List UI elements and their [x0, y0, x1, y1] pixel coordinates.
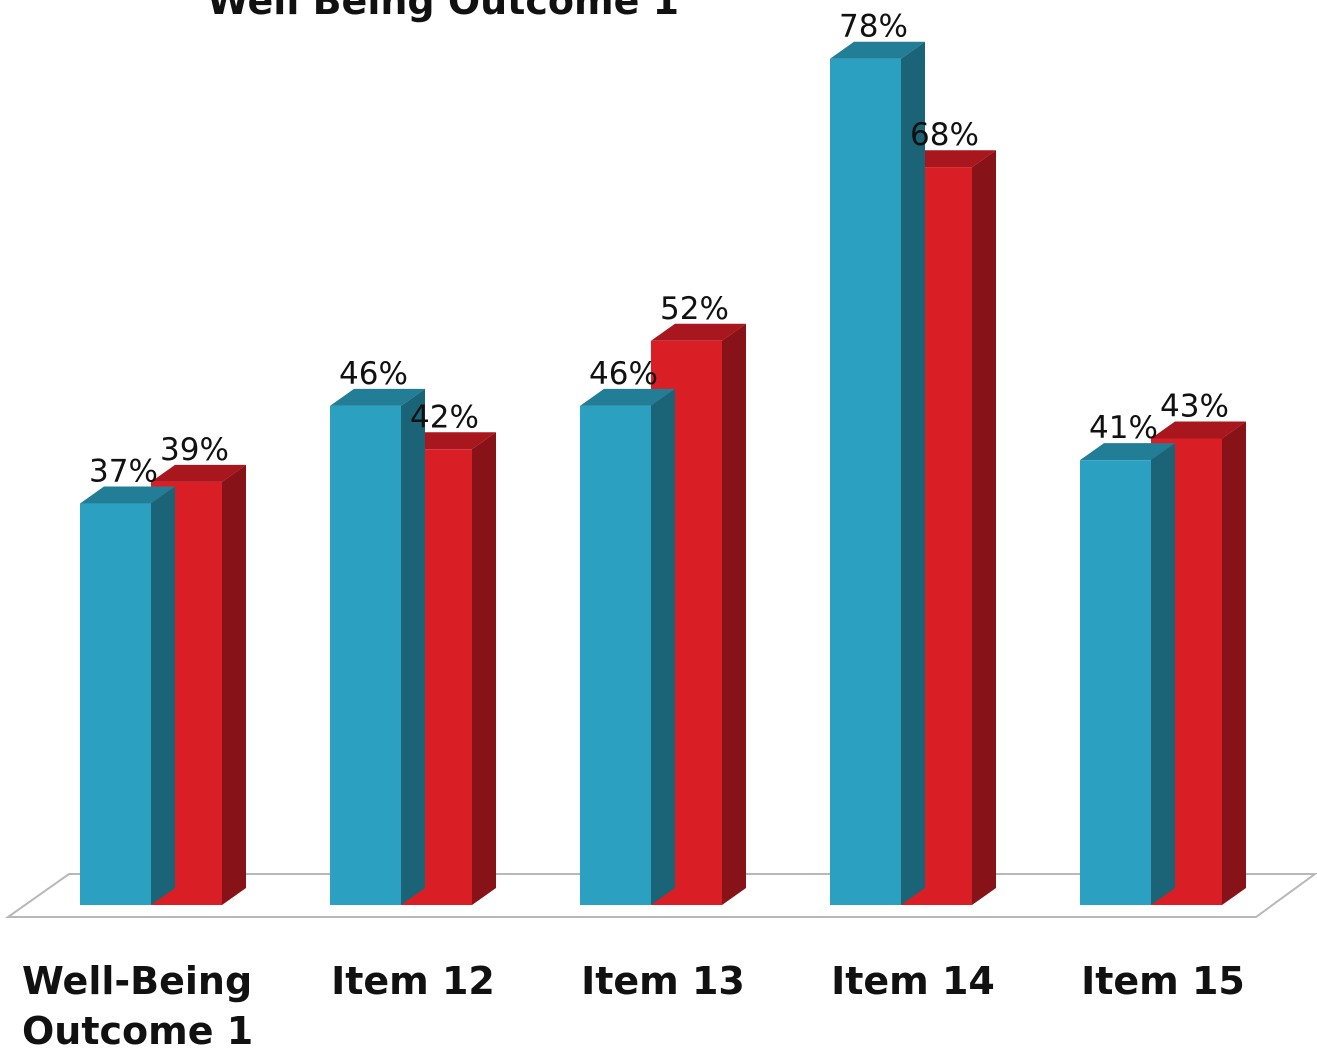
bar-side-face [972, 150, 996, 905]
data-label: 41% [1089, 410, 1158, 446]
data-label: 46% [589, 356, 658, 392]
bar-side-face [472, 432, 496, 905]
category-label: Well-Being Outcome 1 [22, 959, 253, 1053]
bar-top-face [80, 486, 175, 504]
chart-title: Well Being Outcome 1 [207, 0, 679, 23]
bar-front-face [330, 405, 401, 905]
data-label: 43% [1160, 388, 1229, 424]
bar-top-face [151, 464, 246, 482]
bar-front-face [580, 405, 651, 905]
bar-series-1-cat-1 [80, 486, 175, 905]
data-label: 46% [339, 356, 408, 392]
bar-side-face [722, 323, 746, 905]
bar-front-face [1080, 460, 1151, 905]
category-label-group: Well-Being Outcome 1 Item 12 Item 13 Item 14… [22, 959, 1245, 1053]
bar-top-face [651, 323, 746, 341]
bar-side-face [651, 388, 675, 905]
category-label: Item 14 [831, 959, 995, 1003]
category-label: Item 15 [1081, 959, 1245, 1003]
bar-series-1-cat-3 [580, 388, 675, 905]
data-label: 78% [839, 9, 908, 45]
bar-series-1-cat-5 [1080, 443, 1175, 905]
data-label: 39% [160, 432, 229, 468]
bar-side-face [901, 41, 925, 905]
bar-top-face [1151, 421, 1246, 439]
data-label: 68% [910, 117, 979, 153]
bar-group [80, 41, 1246, 905]
bar-top-face [580, 388, 675, 406]
bar-front-face [80, 503, 151, 905]
bar-series-1-cat-2 [330, 388, 425, 905]
data-label: 42% [410, 399, 479, 435]
category-label: Item 12 [331, 959, 495, 1003]
bar-top-face [330, 388, 425, 406]
bar-side-face [1222, 421, 1246, 905]
category-label: Item 13 [581, 959, 745, 1003]
bar-side-face [1151, 443, 1175, 905]
data-label: 37% [89, 454, 158, 490]
data-label-group: 37%39%46%42%46%52%78%68%41%43% [89, 9, 1229, 490]
bar-top-face [1080, 443, 1175, 461]
bar-top-face [830, 41, 925, 59]
bar-series-1-cat-4 [830, 41, 925, 905]
bar-side-face [401, 388, 425, 905]
bar-side-face [222, 464, 246, 905]
bar-front-face [830, 58, 901, 905]
bar-side-face [151, 486, 175, 905]
data-label: 52% [660, 291, 729, 327]
